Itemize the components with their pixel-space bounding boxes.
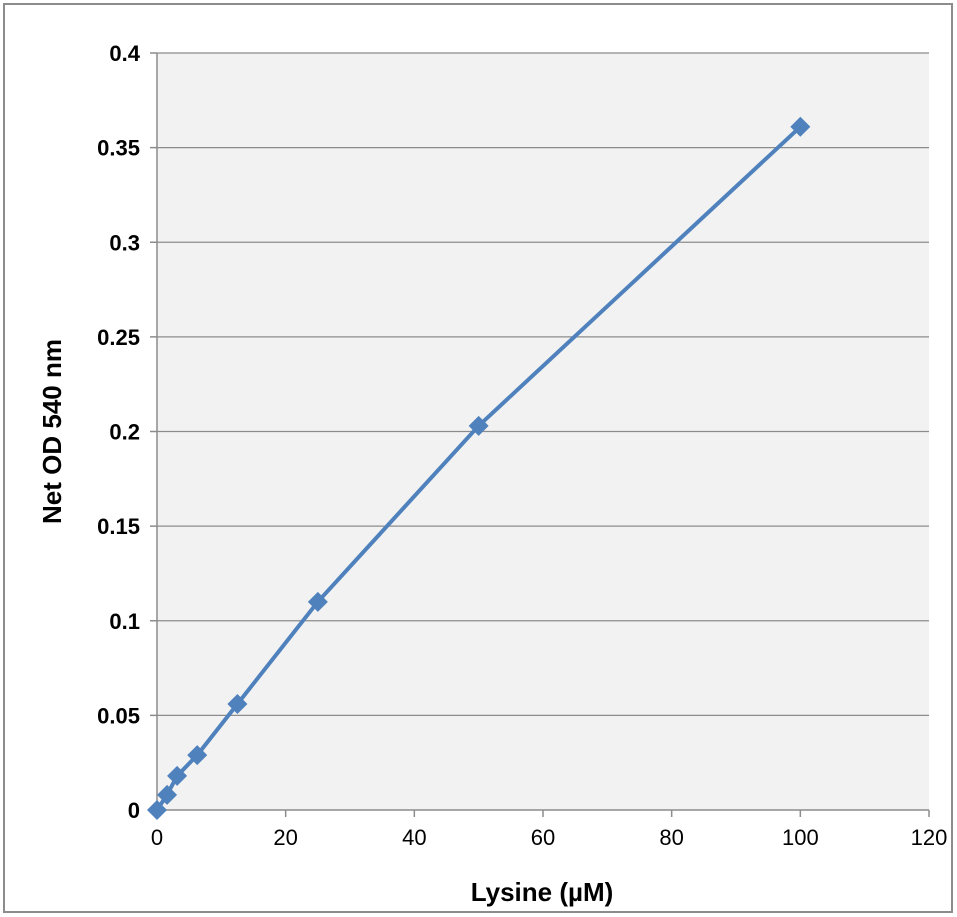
x-axis-title: Lysine (µM)	[471, 877, 614, 907]
x-tick-label: 80	[659, 825, 683, 850]
x-tick-label: 20	[273, 825, 297, 850]
x-tick-label: 0	[151, 825, 163, 850]
x-tick-label: 100	[782, 825, 819, 850]
y-tick-label: 0.3	[109, 230, 140, 255]
data-point-marker	[167, 765, 188, 786]
x-tick-label: 40	[402, 825, 426, 850]
y-tick-label: 0.25	[97, 325, 140, 350]
y-tick-label: 0.05	[97, 703, 140, 728]
gridlines	[157, 52, 929, 716]
y-tick-label: 0.1	[109, 609, 140, 634]
data-point-marker	[187, 745, 208, 766]
y-axis-tick-labels: 0 0.05 0.1 0.15 0.2 0.25 0.3 0.35 0.4	[97, 41, 141, 823]
x-axis-tick-labels: 0 20 40 60 80 100 120	[151, 825, 947, 850]
x-tick-label: 60	[531, 825, 555, 850]
y-tick-label: 0	[128, 798, 140, 823]
y-tick-label: 0.4	[109, 41, 140, 66]
y-tick-label: 0.2	[109, 420, 140, 445]
y-tick-label: 0.15	[97, 514, 140, 539]
data-point-marker	[157, 784, 178, 805]
data-point-marker	[468, 415, 489, 436]
y-tick-label: 0.35	[97, 136, 140, 161]
data-point-marker	[790, 116, 811, 137]
data-point-marker	[307, 591, 328, 612]
axis-titles: Lysine (µM) Net OD 540 nm	[37, 339, 613, 907]
data-point-marker	[227, 694, 248, 715]
data-point-marker	[147, 800, 167, 820]
y-axis-title: Net OD 540 nm	[37, 339, 67, 524]
x-tick-label: 120	[911, 825, 948, 850]
data-series	[147, 116, 811, 820]
